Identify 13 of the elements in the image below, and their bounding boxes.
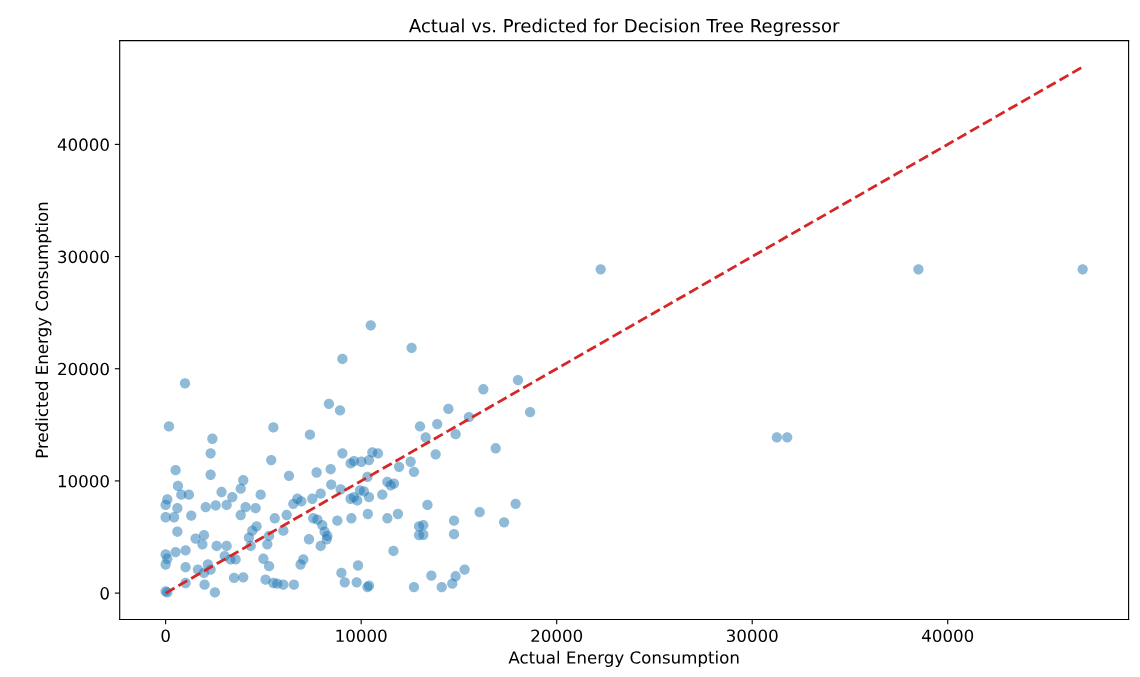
x-tick-label: 40000 [922,629,974,643]
y-tick-label: 10000 [58,474,109,488]
y-tick-label: 0 [100,587,109,600]
y-tick-label: 20000 [58,362,109,376]
chart-title: Actual vs. Predicted for Decision Tree Regressor [409,18,840,37]
y-tick-label: 40000 [57,138,109,151]
x-tick-label: 30000 [726,629,778,643]
y-tick-label: 30000 [58,250,109,264]
x-tick-label: 0 [161,629,170,643]
x-tick-label: 20000 [531,629,583,643]
x-tick-label: 10000 [336,629,387,643]
x-axis-title: Actual Energy Consumption [508,650,739,667]
y-axis-title: Predicted Energy Consumption [35,202,52,458]
